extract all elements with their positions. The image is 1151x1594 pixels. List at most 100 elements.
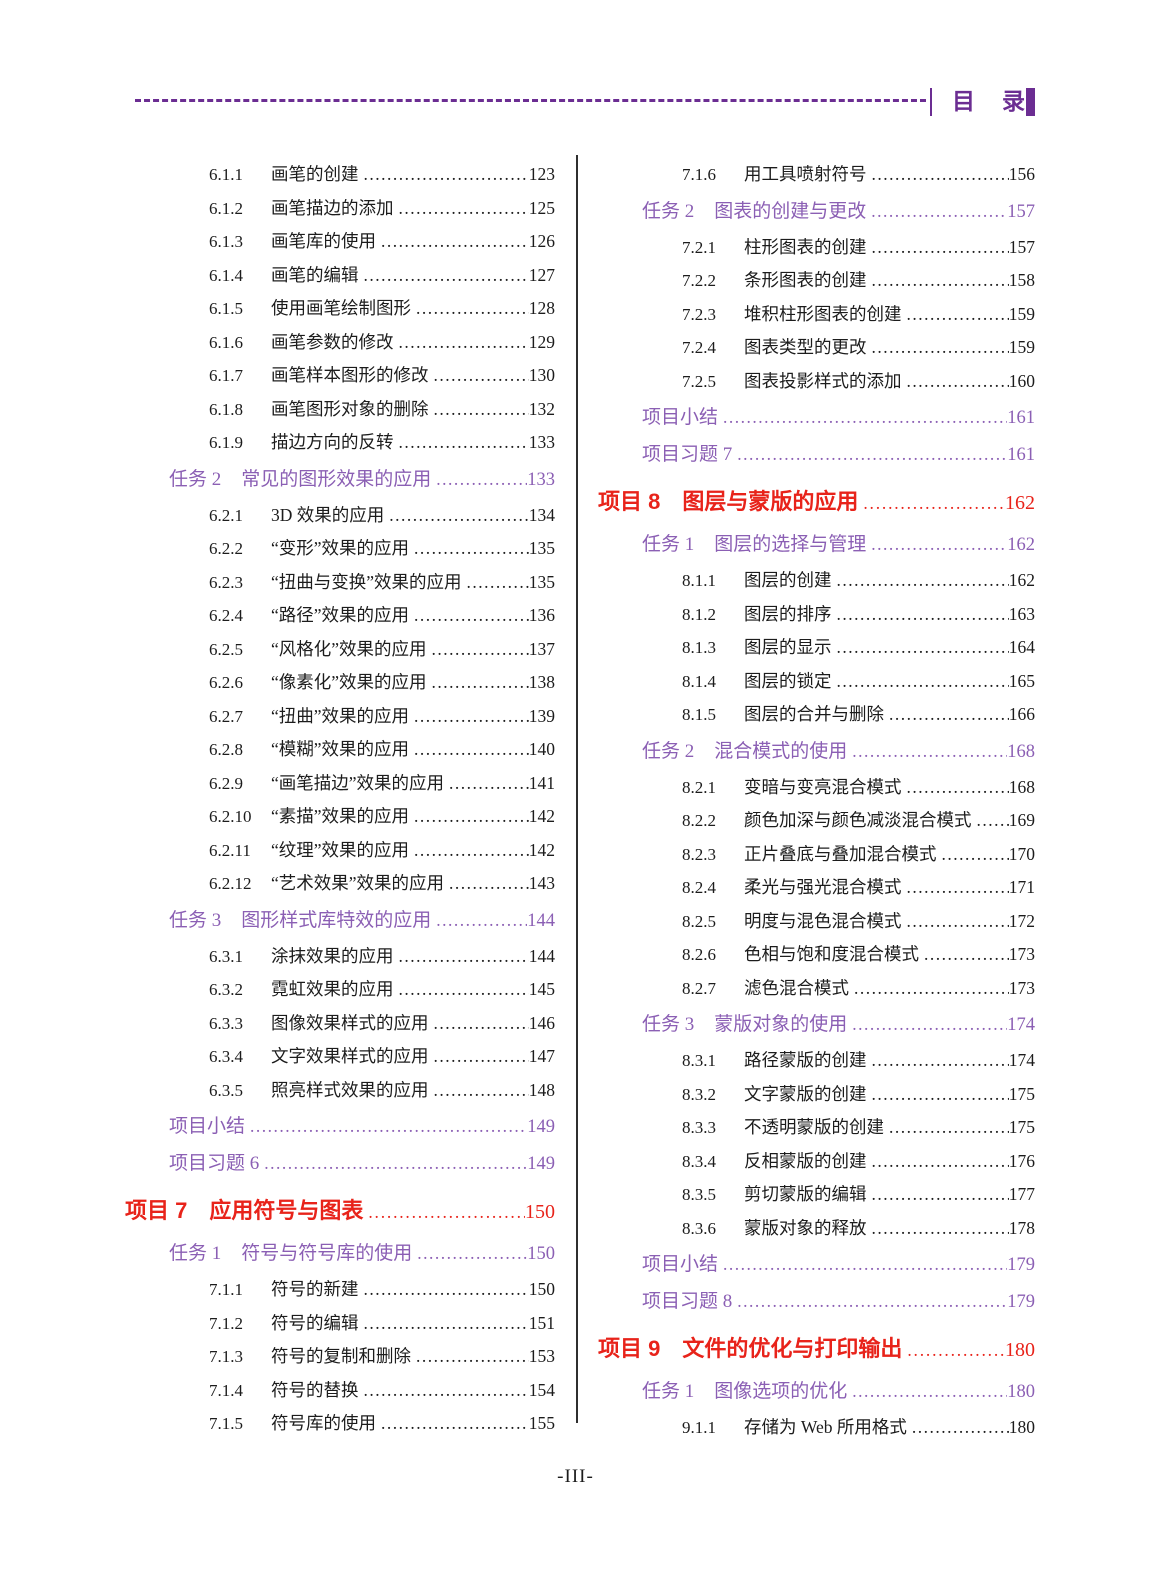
toc-entry: 项目习题 8 179 xyxy=(598,1284,1035,1319)
entry-title: 变暗与变亮混合模式 xyxy=(744,776,902,797)
toc-entry: 6.3.4 文字效果样式的应用 147 xyxy=(125,1040,555,1074)
toc-entry: 7.1.3 符号的复制和删除 153 xyxy=(125,1340,555,1374)
dot-leader xyxy=(384,499,528,532)
entry-number: 6.1.1 xyxy=(209,165,243,184)
toc-entry: 6.1.4 画笔的编辑 127 xyxy=(125,259,555,293)
entry-title: 柱形图表的创建 xyxy=(744,236,867,257)
entry-number: 7.2.2 xyxy=(682,271,716,290)
entry-page: 171 xyxy=(1008,877,1035,897)
entry-page: 175 xyxy=(1008,1083,1035,1104)
entry-page: 161 xyxy=(1007,445,1035,465)
entry-page: 154 xyxy=(528,1379,555,1400)
entry-number: 6.1.2 xyxy=(209,198,243,218)
entry-title: 图层的合并与删除 xyxy=(744,704,884,724)
entry-title: 反相蒙版的创建 xyxy=(744,1150,867,1171)
entry-page: 159 xyxy=(1008,303,1035,324)
entry-page: 175 xyxy=(1008,1117,1035,1137)
entry-title: 符号的替换 xyxy=(271,1379,359,1400)
entry-title: 文件的优化与打印输出 xyxy=(682,1336,903,1361)
dot-leader xyxy=(972,804,1009,837)
entry-number: 8.3.4 xyxy=(682,1151,716,1171)
entry-page: 173 xyxy=(1008,977,1035,998)
entry-page: 150 xyxy=(528,1279,555,1299)
toc-entry: 项目 8 图层与蒙版的应用 162 xyxy=(598,486,1035,519)
dot-leader xyxy=(867,158,1009,191)
toc-column-left: 6.1.1 画笔的创建 123 6.1.2 画笔描边的添加 125 6.1.3 画笔库的使用 1… xyxy=(125,158,555,1441)
header-tick-bar xyxy=(930,88,932,116)
dot-leader xyxy=(902,905,1009,938)
entry-title: 项目习题 7 xyxy=(642,444,733,465)
entry-page: 123 xyxy=(528,164,555,184)
dot-leader xyxy=(409,733,529,766)
dot-leader xyxy=(732,437,1007,472)
entry-page: 144 xyxy=(528,945,555,966)
entry-page: 150 xyxy=(527,1244,555,1264)
header-dashed-rule xyxy=(135,99,926,102)
entry-number: 8.1.1 xyxy=(682,571,716,590)
toc-entry: 任务 2 混合模式的使用 168 xyxy=(598,734,1035,769)
entry-number: 任务 1 xyxy=(642,1381,695,1402)
entry-number: 6.2.8 xyxy=(209,740,243,759)
entry-number: 6.2.6 xyxy=(209,673,243,692)
entry-title: “扭曲”效果的应用 xyxy=(271,705,410,726)
entry-number: 6.2.7 xyxy=(209,706,243,726)
toc-entry: 6.2.10 “素描”效果的应用 142 xyxy=(125,800,555,834)
entry-title: 画笔的创建 xyxy=(271,164,359,184)
entry-number: 8.1.5 xyxy=(682,705,716,724)
dot-leader xyxy=(259,1146,527,1181)
entry-page: 148 xyxy=(528,1079,555,1100)
toc-entry: 8.2.2 颜色加深与颜色减淡混合模式 169 xyxy=(598,804,1035,838)
toc-entry: 6.2.3 “扭曲与变换”效果的应用 135 xyxy=(125,566,555,600)
entry-title: 图层的排序 xyxy=(744,603,832,624)
entry-number: 任务 3 xyxy=(642,1014,695,1035)
dot-leader xyxy=(847,1374,1007,1409)
entry-title: “路径”效果的应用 xyxy=(271,605,410,625)
toc-entry: 9.1.1 存储为 Web 所用格式 180 xyxy=(598,1411,1035,1445)
toc-entry: 7.1.2 符号的编辑 151 xyxy=(125,1307,555,1341)
entry-title: 画笔库的使用 xyxy=(271,231,376,251)
toc-entry: 任务 3 蒙版对象的使用 174 xyxy=(598,1007,1035,1042)
entry-page: 149 xyxy=(527,1117,555,1137)
entry-number: 任务 2 xyxy=(169,468,222,490)
entry-number: 任务 2 xyxy=(642,200,695,222)
entry-title: 图层的锁定 xyxy=(744,670,832,691)
toc-entry: 8.3.2 文字蒙版的创建 175 xyxy=(598,1078,1035,1112)
entry-title: 堆积柱形图表的创建 xyxy=(744,303,902,324)
entry-title: 画笔的编辑 xyxy=(271,264,359,285)
toc-entry: 6.1.5 使用画笔绘制图形 128 xyxy=(125,292,555,326)
entry-page: 135 xyxy=(528,571,555,592)
entry-title: 符号的复制和删除 xyxy=(271,1346,411,1366)
entry-number: 7.1.2 xyxy=(209,1313,243,1333)
toc-page-title: 目 录 xyxy=(952,88,1027,114)
entry-page: 157 xyxy=(1008,236,1035,257)
entry-page: 139 xyxy=(528,705,555,726)
toc-entry: 8.3.3 不透明蒙版的创建 175 xyxy=(598,1111,1035,1145)
toc-entry: 8.3.1 路径蒙版的创建 174 xyxy=(598,1044,1035,1078)
dot-leader xyxy=(363,1195,525,1228)
entry-page: 179 xyxy=(1007,1292,1035,1312)
entry-number: 9.1.1 xyxy=(682,1418,716,1437)
toc-column-right: 7.1.6 用工具喷射符号 156 任务 2 图表的创建与更改 157 7.2.1 柱形图表的… xyxy=(598,158,1035,1445)
entry-number: 8.2.6 xyxy=(682,945,716,964)
toc-entry: 6.3.1 涂抹效果的应用 144 xyxy=(125,940,555,974)
dot-leader xyxy=(394,192,529,225)
dot-leader xyxy=(867,231,1009,264)
entry-page: 161 xyxy=(1007,408,1035,428)
dot-leader xyxy=(409,599,529,632)
entry-page: 159 xyxy=(1008,337,1035,357)
entry-number: 任务 2 xyxy=(642,740,695,762)
entry-number: 7.1.1 xyxy=(209,1280,243,1299)
dot-leader xyxy=(359,259,529,292)
entry-page: 133 xyxy=(527,469,555,490)
dot-leader xyxy=(394,940,529,973)
dot-leader xyxy=(376,1407,529,1440)
dot-leader xyxy=(849,972,1009,1005)
entry-page: 149 xyxy=(527,1154,555,1174)
entry-title: 照亮样式效果的应用 xyxy=(271,1079,429,1100)
toc-entry: 8.2.1 变暗与变亮混合模式 168 xyxy=(598,771,1035,805)
entry-number: 6.2.4 xyxy=(209,606,243,625)
toc-entry: 项目小结 179 xyxy=(598,1247,1035,1282)
toc-entry: 项目 7 应用符号与图表 150 xyxy=(125,1195,555,1228)
dot-leader xyxy=(245,1109,527,1144)
entry-number: 8.3.1 xyxy=(682,1051,716,1070)
